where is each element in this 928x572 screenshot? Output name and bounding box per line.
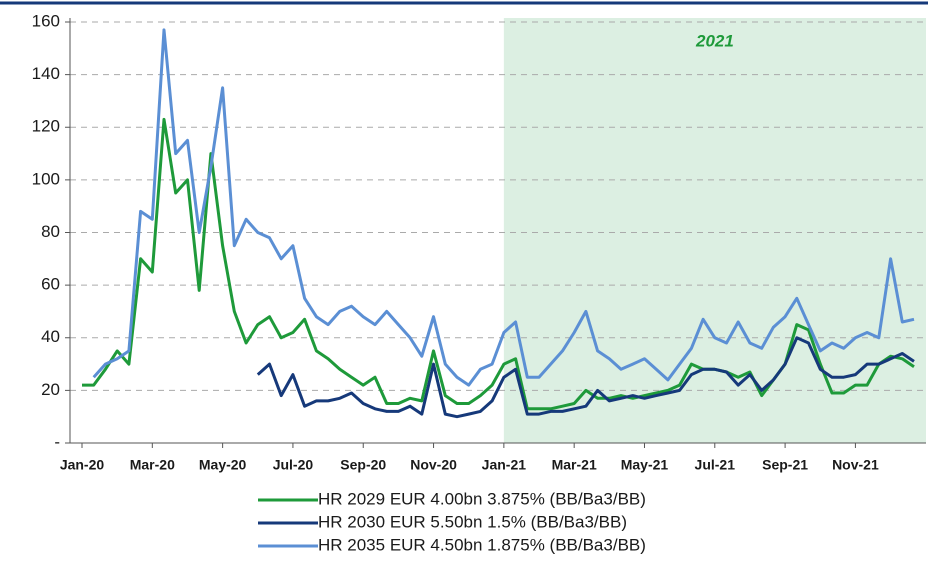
x-tick-label: Mar-21 (552, 457, 597, 473)
x-tick-label: May-21 (621, 457, 669, 473)
legend-label: HR 2030 EUR 5.50bn 1.5% (BB/Ba3/BB) (318, 512, 627, 531)
x-tick-label: Sep-21 (762, 457, 808, 473)
y-tick-label: 60 (41, 275, 60, 294)
series-line (256, 336, 915, 419)
x-tick-label: Jan-21 (482, 457, 527, 473)
y-tick-label: 140 (32, 64, 60, 83)
annotation: 2021 (695, 31, 734, 50)
legend-label: HR 2035 EUR 4.50bn 1.875% (BB/Ba3/BB) (318, 535, 646, 554)
x-tick-label: Jul-20 (273, 457, 314, 473)
x-tick-label: Nov-20 (410, 457, 457, 473)
x-tick-label: May-20 (199, 457, 247, 473)
x-tick-label: Sep-20 (340, 457, 386, 473)
series-line (92, 28, 915, 387)
y-tick-label: 40 (41, 327, 60, 346)
y-tick-label: 120 (32, 117, 60, 136)
y-tick-label: 160 (32, 11, 60, 30)
legend-label: HR 2029 EUR 4.00bn 3.875% (BB/Ba3/BB) (318, 489, 646, 508)
y-tick-label: 20 (41, 380, 60, 399)
y-tick-label: 80 (41, 222, 60, 241)
x-tick-label: Jan-20 (60, 457, 105, 473)
x-tick-label: Jul-21 (695, 457, 736, 473)
shaded-region (503, 18, 926, 443)
y-tick-label: - (54, 432, 60, 451)
x-tick-label: Mar-20 (130, 457, 175, 473)
y-tick-label: 100 (32, 169, 60, 188)
x-tick-label: Nov-21 (832, 457, 879, 473)
